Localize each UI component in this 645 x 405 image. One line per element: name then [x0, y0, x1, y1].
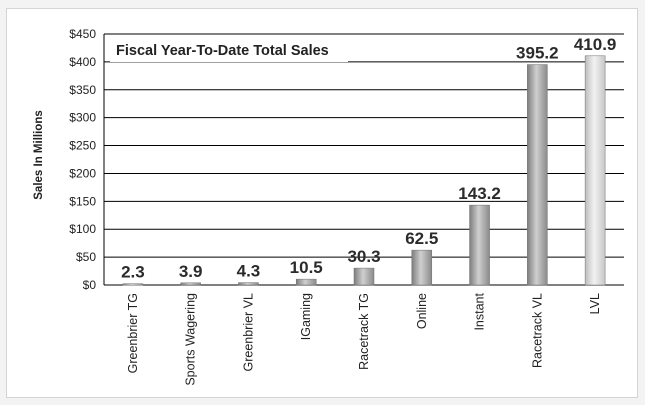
- y-tick-label: $350: [69, 83, 96, 97]
- x-tick-label: IGaming: [299, 293, 313, 340]
- bar: [469, 204, 490, 286]
- x-tick-label: Racetrack TG: [357, 293, 371, 370]
- title-background: [110, 38, 348, 62]
- y-tick-label: $0: [83, 278, 97, 292]
- data-label: 4.3: [237, 262, 261, 281]
- bar: [238, 282, 259, 286]
- data-label: 3.9: [179, 262, 203, 281]
- y-axis-label: Sales In Millions: [33, 110, 45, 199]
- data-label: 410.9: [574, 35, 617, 54]
- x-tick-label: Sports Wagering: [184, 293, 198, 386]
- y-tick-label: $450: [69, 27, 96, 41]
- bar: [584, 55, 606, 286]
- bars: [122, 55, 606, 286]
- y-tick-label: $150: [69, 194, 96, 208]
- x-tick-label: Greenbrier VL: [241, 293, 255, 372]
- y-tick-label: $200: [69, 166, 96, 180]
- y-tick-label: $250: [69, 139, 96, 153]
- chart-title: Fiscal Year-To-Date Total Sales: [116, 43, 329, 59]
- data-label: 395.2: [516, 44, 559, 63]
- data-label: 143.2: [458, 184, 501, 203]
- y-tick-label: $100: [69, 222, 96, 236]
- y-tick-label: $300: [69, 111, 96, 125]
- y-tick-label: $400: [69, 55, 96, 69]
- bar: [353, 267, 375, 286]
- x-tick-label: Racetrack VL: [530, 293, 544, 368]
- x-tick-label: Online: [415, 293, 429, 329]
- x-tick-label: LVL: [588, 293, 602, 314]
- data-label: 2.3: [121, 263, 145, 282]
- x-tick-label: Greenbrier TG: [126, 293, 140, 373]
- bar: [122, 283, 144, 286]
- bar: [527, 64, 548, 286]
- bar: [411, 249, 433, 286]
- data-label: 62.5: [405, 229, 438, 248]
- axes: $0 $50 $100 $150 $200 $250 $300 $350 $400 $450 Gre…: [69, 27, 602, 386]
- bar: [180, 282, 201, 286]
- y-tick-label: $50: [76, 250, 96, 264]
- data-label: 30.3: [347, 247, 380, 266]
- data-label: 10.5: [290, 258, 323, 277]
- data-labels: 2.3 3.9 4.3 10.5 30.3 62.5 143.2 395.2 410.9: [121, 35, 616, 282]
- x-tick-label: Instant: [473, 292, 487, 330]
- bar: [295, 278, 317, 286]
